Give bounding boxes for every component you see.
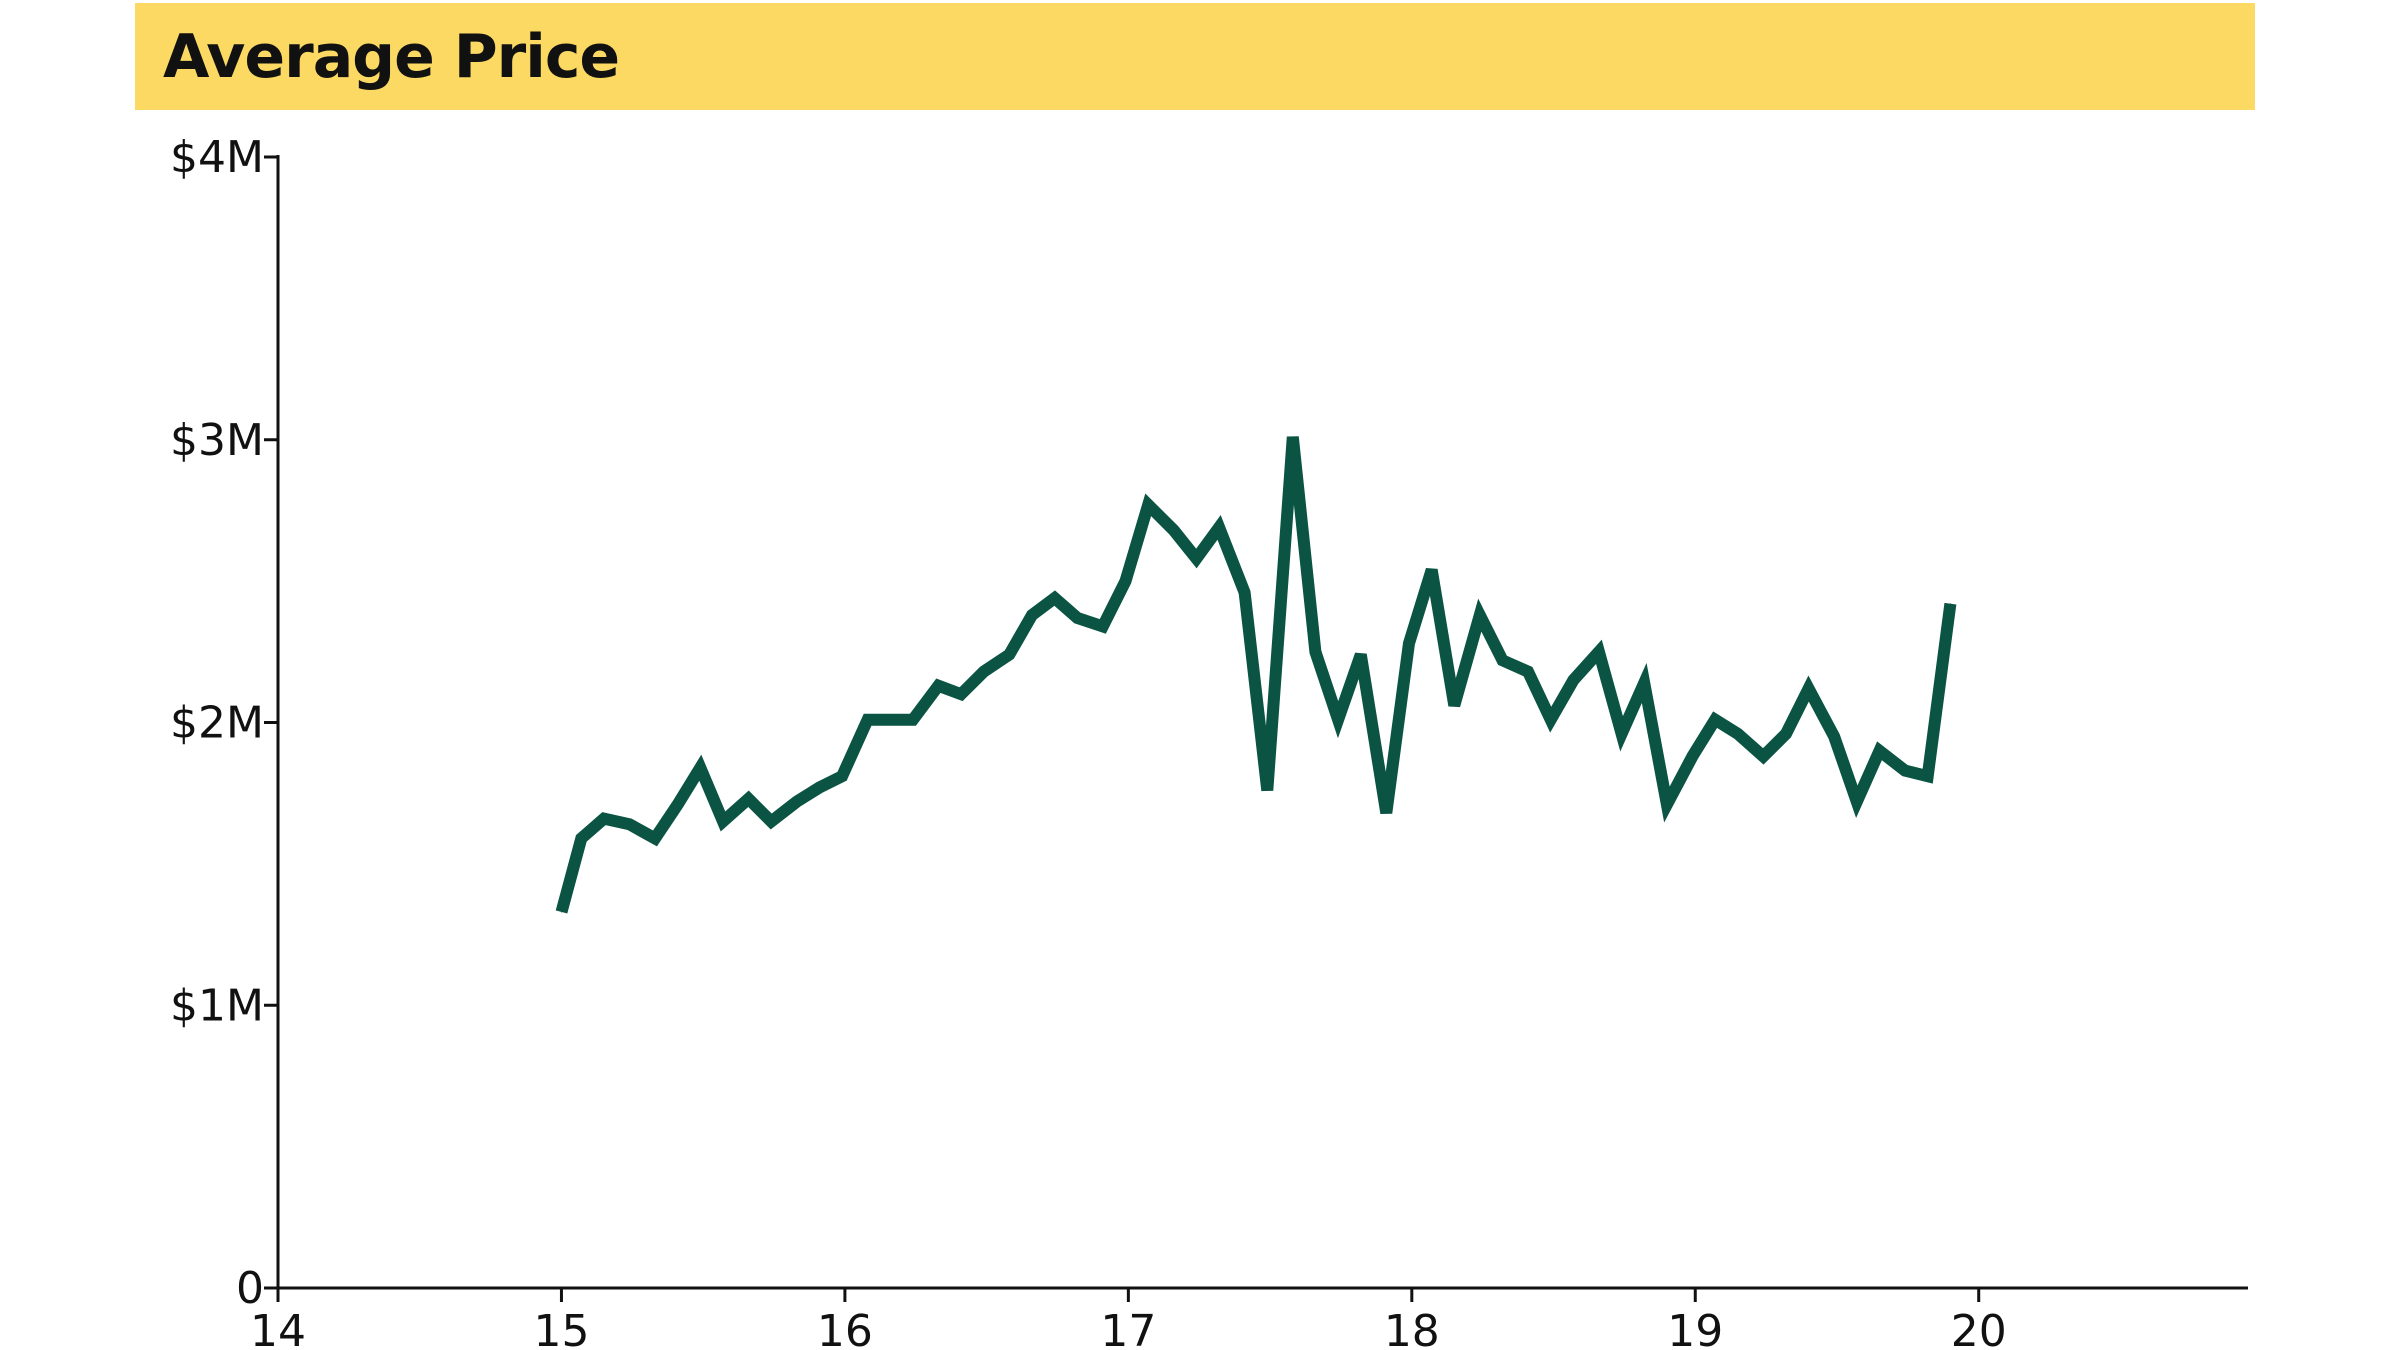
chart-title-bar: Average Price [135, 3, 2255, 110]
data-point [818, 787, 820, 789]
data-point [983, 671, 985, 673]
data-point [603, 818, 605, 820]
y-tick-label: $4M [170, 132, 264, 183]
data-point [1431, 569, 1433, 571]
data-point [699, 767, 701, 769]
data-point [1737, 733, 1739, 735]
data-point [1125, 580, 1127, 582]
data-point [1808, 688, 1810, 690]
data-point [1147, 504, 1149, 506]
data-point [1266, 789, 1268, 791]
data-point [770, 820, 772, 822]
y-tick-label: $2M [170, 698, 264, 749]
data-point [1244, 591, 1246, 593]
data-point [748, 798, 750, 800]
data-point [1008, 654, 1010, 656]
data-point [1385, 812, 1387, 814]
data-point [1949, 603, 1951, 605]
data-point [937, 685, 939, 687]
x-tick-label: 14 [250, 1306, 306, 1350]
data-point [1666, 803, 1668, 805]
data-point [1833, 736, 1835, 738]
data-point [1292, 436, 1294, 438]
data-point [1337, 719, 1339, 721]
data-point [1479, 614, 1481, 616]
data-point [560, 911, 562, 913]
series-line [555, 436, 1957, 914]
data-point [1076, 617, 1078, 619]
y-tick-label: 0 [236, 1263, 264, 1314]
x-tick-label: 20 [1951, 1306, 2007, 1350]
y-tick-label: $3M [170, 415, 264, 466]
data-point [1408, 642, 1410, 644]
data-point [1102, 625, 1104, 627]
data-point [1879, 750, 1881, 752]
data-point [1927, 775, 1929, 777]
x-tick-label: 18 [1384, 1306, 1440, 1350]
x-tick-label: 15 [533, 1306, 589, 1350]
data-point [1643, 682, 1645, 684]
data-point [889, 719, 891, 721]
data-point [912, 719, 914, 721]
data-point [1314, 651, 1316, 653]
data-point [722, 820, 724, 822]
data-point [1360, 654, 1362, 656]
data-point [1714, 719, 1716, 721]
data-point [1453, 705, 1455, 707]
chart-title: Average Price [163, 21, 620, 92]
data-point [1527, 671, 1529, 673]
data-point [654, 837, 656, 839]
data-point [960, 693, 962, 695]
data-point [677, 803, 679, 805]
data-point [1621, 733, 1623, 735]
data-point [1173, 529, 1175, 531]
data-point [1502, 659, 1504, 661]
data-point [796, 801, 798, 803]
x-tick-label: 17 [1100, 1306, 1156, 1350]
data-point [1054, 597, 1056, 599]
x-tick-label: 16 [817, 1306, 873, 1350]
data-point [628, 823, 630, 825]
data-point [1785, 733, 1787, 735]
data-point [1691, 755, 1693, 757]
data-point [580, 837, 582, 839]
data-point [1598, 651, 1600, 653]
data-point [1218, 526, 1220, 528]
data-point [1904, 770, 1906, 772]
data-point [1550, 719, 1552, 721]
x-tick-label: 19 [1667, 1306, 1723, 1350]
y-tick-label: $1M [170, 980, 264, 1031]
data-point [867, 719, 869, 721]
data-point [1856, 801, 1858, 803]
data-point [841, 775, 843, 777]
data-point [1572, 679, 1574, 681]
data-point [1762, 755, 1764, 757]
data-point [1031, 614, 1033, 616]
data-point [1195, 558, 1197, 560]
